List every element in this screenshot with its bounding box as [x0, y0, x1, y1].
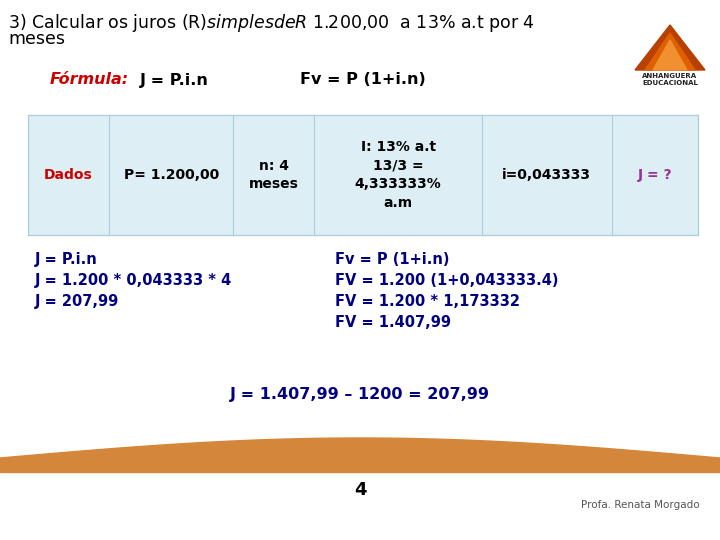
Text: i=0,043333: i=0,043333: [503, 168, 591, 182]
Text: 4: 4: [354, 481, 366, 499]
Text: Fórmula:: Fórmula:: [50, 72, 129, 87]
Polygon shape: [653, 40, 687, 70]
Text: J = 207,99: J = 207,99: [35, 294, 120, 309]
Text: FV = 1.200 * 1,173332: FV = 1.200 * 1,173332: [335, 294, 520, 309]
Text: n: 4
meses: n: 4 meses: [249, 159, 299, 191]
Text: J = ?: J = ?: [637, 168, 672, 182]
Text: J = 1.407,99 – 1200 = 207,99: J = 1.407,99 – 1200 = 207,99: [230, 388, 490, 402]
Polygon shape: [645, 33, 695, 70]
Text: P= 1.200,00: P= 1.200,00: [124, 168, 219, 182]
Text: J = P.i.n: J = P.i.n: [140, 72, 209, 87]
Text: FV = 1.200 (1+0,043333.4): FV = 1.200 (1+0,043333.4): [335, 273, 559, 288]
Text: Fv = P (1+i.n): Fv = P (1+i.n): [300, 72, 426, 87]
Text: FV = 1.407,99: FV = 1.407,99: [335, 315, 451, 330]
Text: J = P.i.n: J = P.i.n: [35, 252, 98, 267]
Polygon shape: [635, 25, 705, 70]
Text: 3) Calcular os juros (R$) simples de R$ 1.200,00  a 13% a.t por 4: 3) Calcular os juros (R$) simples de R$ …: [8, 12, 535, 34]
Text: I: 13% a.t
13/3 =
4,333333%
a.m: I: 13% a.t 13/3 = 4,333333% a.m: [355, 140, 441, 210]
Text: J = 1.200 * 0,043333 * 4: J = 1.200 * 0,043333 * 4: [35, 273, 233, 288]
Text: Fv = P (1+i.n): Fv = P (1+i.n): [335, 252, 449, 267]
FancyBboxPatch shape: [28, 115, 698, 235]
Text: Profa. Renata Morgado: Profa. Renata Morgado: [581, 500, 700, 510]
Text: ANHANGUERA
EDUCACIONAL: ANHANGUERA EDUCACIONAL: [642, 73, 698, 86]
Text: meses: meses: [8, 30, 65, 48]
Text: Dados: Dados: [44, 168, 93, 182]
